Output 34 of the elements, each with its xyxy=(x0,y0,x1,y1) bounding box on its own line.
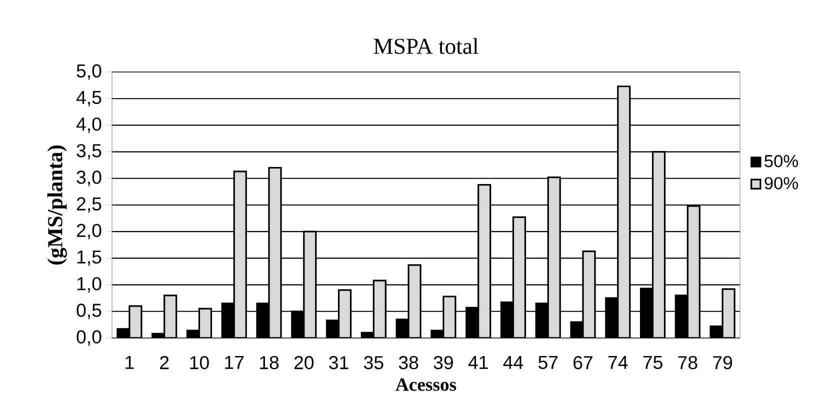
x-tick-label: 79 xyxy=(713,356,732,370)
x-tick-label: 78 xyxy=(678,356,698,370)
chart-title: MSPA total xyxy=(374,38,478,54)
y-tick-label: 2,0 xyxy=(76,224,102,240)
y-tick-label: 0,0 xyxy=(76,330,102,346)
x-tick-label: 74 xyxy=(608,356,628,369)
x-tick-label: 18 xyxy=(260,356,279,370)
x-tick-label: 44 xyxy=(503,356,524,369)
y-tick-label: 0,5 xyxy=(76,304,102,320)
x-tick-label: 1 xyxy=(126,356,134,369)
y-tick-label: 1,0 xyxy=(77,277,102,292)
x-tick-label: 38 xyxy=(398,356,418,370)
x-tick-label: 31 xyxy=(329,356,348,370)
x-tick-label: 10 xyxy=(190,356,209,370)
y-tick-label: 2,5 xyxy=(76,197,102,213)
y-tick-label: 3,5 xyxy=(76,144,102,160)
y-axis-title: (gMS/planta) xyxy=(47,145,67,264)
legend-label: 90% xyxy=(764,177,798,190)
x-tick-label: 67 xyxy=(574,356,592,370)
x-tick-label: 20 xyxy=(294,356,314,370)
x-tick-label: 35 xyxy=(364,356,384,370)
x-tick-label: 75 xyxy=(643,356,662,370)
x-axis-title: Acessos xyxy=(396,378,456,391)
x-tick-label: 2 xyxy=(160,356,169,370)
y-tick-label: 5,0 xyxy=(76,64,102,80)
x-tick-label: 57 xyxy=(538,356,558,370)
y-tick-label: 4,0 xyxy=(76,117,102,133)
y-tick-label: 4,5 xyxy=(76,90,102,106)
y-tick-label: 3,0 xyxy=(76,170,102,186)
legend-label: 50% xyxy=(764,154,798,168)
x-tick-label: 41 xyxy=(468,356,488,369)
x-tick-label: 39 xyxy=(434,356,453,370)
y-tick-label: 1,5 xyxy=(77,250,102,266)
x-tick-label: 17 xyxy=(225,356,244,369)
